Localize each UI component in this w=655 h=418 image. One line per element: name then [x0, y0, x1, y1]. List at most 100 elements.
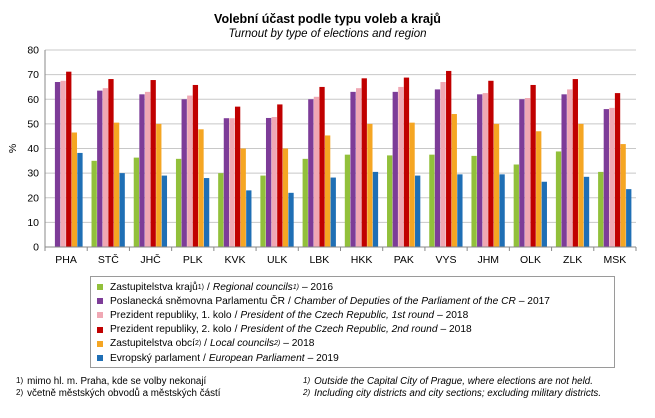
- x-tick-label: PLK: [183, 254, 203, 266]
- bar: [519, 99, 525, 247]
- bar: [66, 71, 72, 247]
- bar: [513, 164, 519, 247]
- bar: [234, 106, 241, 247]
- x-tick-label: VYS: [436, 254, 457, 266]
- bar: [488, 80, 494, 247]
- y-tick-label: 40: [27, 143, 39, 155]
- y-axis-label: %: [7, 144, 19, 153]
- chart-legend: Zastupitelstva krajů 1) / Regional counc…: [90, 276, 615, 368]
- legend-separator: /: [287, 295, 291, 307]
- bar: [457, 174, 463, 247]
- bar: [330, 177, 336, 247]
- legend-swatch: [97, 284, 103, 291]
- footnote-text: Including city districts and city sectio…: [314, 387, 602, 399]
- legend-en-label: Regional councils: [212, 281, 293, 293]
- bar: [451, 114, 457, 248]
- bar: [187, 95, 193, 248]
- footnote-mark: 1): [16, 376, 24, 385]
- y-tick-label: 20: [27, 192, 39, 204]
- legend-separator: /: [207, 281, 210, 293]
- bar: [181, 99, 187, 247]
- bar: [108, 79, 114, 248]
- legend-cz-label: Poslanecká sněmovna Parlamentu ČR: [110, 295, 285, 307]
- bar: [603, 109, 609, 247]
- bar: [356, 88, 362, 247]
- bar: [530, 84, 536, 247]
- legend-en-footnote-mark: 1): [292, 283, 299, 291]
- legend-item: Evropský parlament / European Parliament…: [97, 351, 608, 365]
- x-tick-label: ULK: [267, 254, 287, 266]
- bar: [139, 94, 145, 247]
- bar: [471, 155, 477, 247]
- bar: [71, 132, 78, 247]
- x-tick-label: PHA: [55, 254, 77, 266]
- legend-year: – 2018: [437, 309, 469, 321]
- bar: [609, 107, 615, 248]
- legend-cz-footnote-mark: 2): [194, 340, 202, 348]
- legend-year: – 2018: [283, 338, 315, 350]
- bar: [392, 91, 398, 247]
- x-tick-label: LBK: [309, 254, 329, 266]
- y-tick-label: 80: [27, 45, 39, 57]
- bar: [319, 86, 325, 247]
- footnote: 1) Outside the Capital City of Prague, w…: [303, 376, 643, 388]
- legend-swatch: [97, 340, 103, 347]
- bar: [361, 78, 367, 247]
- legend-cz-label: Prezident republiky, 2. kolo: [110, 324, 232, 336]
- legend-item: Prezident republiky, 2. kolo / President…: [97, 323, 608, 337]
- legend-separator: /: [234, 324, 238, 336]
- x-tick-label: STČ: [98, 253, 119, 266]
- legend-year: – 2018: [440, 324, 472, 336]
- bar: [288, 192, 294, 247]
- x-tick-label: OLK: [520, 254, 541, 266]
- y-tick-label: 0: [33, 242, 39, 254]
- bar: [350, 91, 356, 247]
- bar: [567, 89, 573, 248]
- legend-en-label: President of the Czech Republic, 2nd rou…: [240, 324, 438, 336]
- bar: [446, 70, 452, 248]
- bar: [260, 175, 266, 247]
- y-tick-label: 70: [27, 69, 39, 81]
- bar: [614, 93, 621, 247]
- legend-item: Zastupitelstva obcí 2) / Local councils …: [97, 337, 608, 351]
- bar-chart: 0 10 20 30 40 50 60 70 80% PHA STČ JHČ PLK KVK ULK LBK H…: [7, 45, 637, 266]
- bar: [387, 155, 393, 247]
- bar: [161, 175, 168, 247]
- legend-cz-label: Zastupitelstva krajů: [110, 281, 198, 293]
- bar: [324, 135, 331, 247]
- bar: [144, 91, 151, 247]
- bar: [541, 181, 547, 247]
- bar: [499, 174, 505, 247]
- bar: [198, 129, 204, 247]
- legend-en-label: Chamber of Deputies of the Parliament of…: [293, 295, 516, 307]
- legend-year: – 2016: [301, 281, 334, 293]
- bar: [561, 94, 567, 247]
- x-tick-label: MSK: [604, 254, 627, 266]
- bar: [583, 176, 590, 247]
- legend-swatch: [97, 355, 103, 362]
- bar: [493, 123, 500, 247]
- bar: [429, 154, 435, 247]
- bar: [434, 89, 441, 248]
- legend-en-label: Local councils: [210, 338, 275, 350]
- chart-title: Volební účast podle typu voleb a krajů: [214, 12, 441, 26]
- bar: [133, 157, 140, 247]
- legend-year: – 2019: [307, 352, 339, 364]
- footnote: 2) Including city districts and city sec…: [303, 388, 643, 400]
- y-tick-label: 60: [27, 94, 39, 106]
- x-tick-label: HKK: [351, 254, 373, 266]
- bar: [477, 94, 483, 247]
- bar: [113, 122, 120, 247]
- bar: [60, 80, 66, 247]
- footnote-text: včetně městských obvodů a městských část…: [27, 387, 221, 399]
- bar: [598, 171, 604, 247]
- legend-separator: /: [234, 309, 238, 321]
- legend-swatch: [97, 312, 103, 319]
- legend-item: Zastupitelstva krajů 1) / Regional counc…: [97, 280, 608, 294]
- x-tick-label: ZLK: [563, 254, 582, 266]
- bar: [555, 151, 562, 247]
- y-tick-label: 10: [27, 217, 39, 229]
- footnote-text: mimo hl. m. Praha, kde se volby nekonají: [27, 376, 207, 387]
- bar: [308, 99, 314, 247]
- bar: [398, 86, 404, 247]
